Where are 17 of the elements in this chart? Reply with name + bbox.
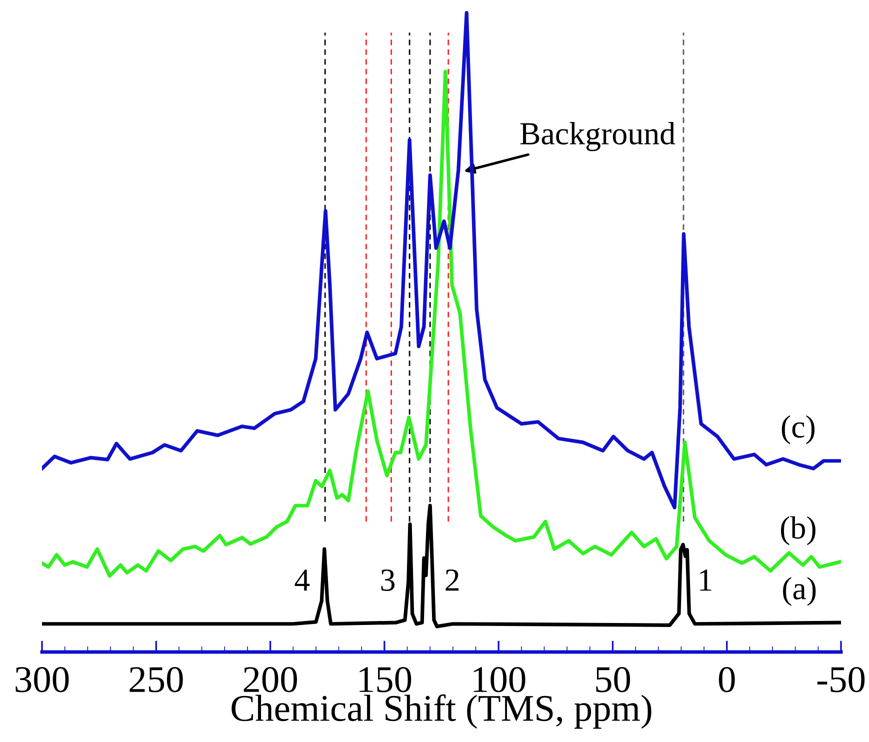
annotation: 4	[294, 570, 310, 591]
annotation: 3	[381, 569, 395, 591]
x-tick-label: -50	[817, 666, 865, 692]
x-tick-label: 250	[130, 666, 183, 692]
series-label: (b)	[780, 516, 816, 546]
x-tick-label: 50	[596, 666, 630, 692]
annotation: 2	[446, 569, 459, 591]
series-label: (a)	[783, 576, 816, 606]
x-tick-label: 100	[474, 666, 526, 692]
x-tick-label: 300	[16, 666, 69, 692]
annotation: 1	[700, 570, 712, 591]
x-axis-title: Chemical Shift (TMS, ppm)	[232, 694, 652, 729]
series-label: (c)	[782, 415, 815, 444]
x-tick-label: 200	[244, 666, 297, 692]
x-tick-label: 0	[718, 666, 735, 692]
x-tick-label: 150	[360, 666, 412, 692]
annotation: Background	[520, 122, 676, 152]
